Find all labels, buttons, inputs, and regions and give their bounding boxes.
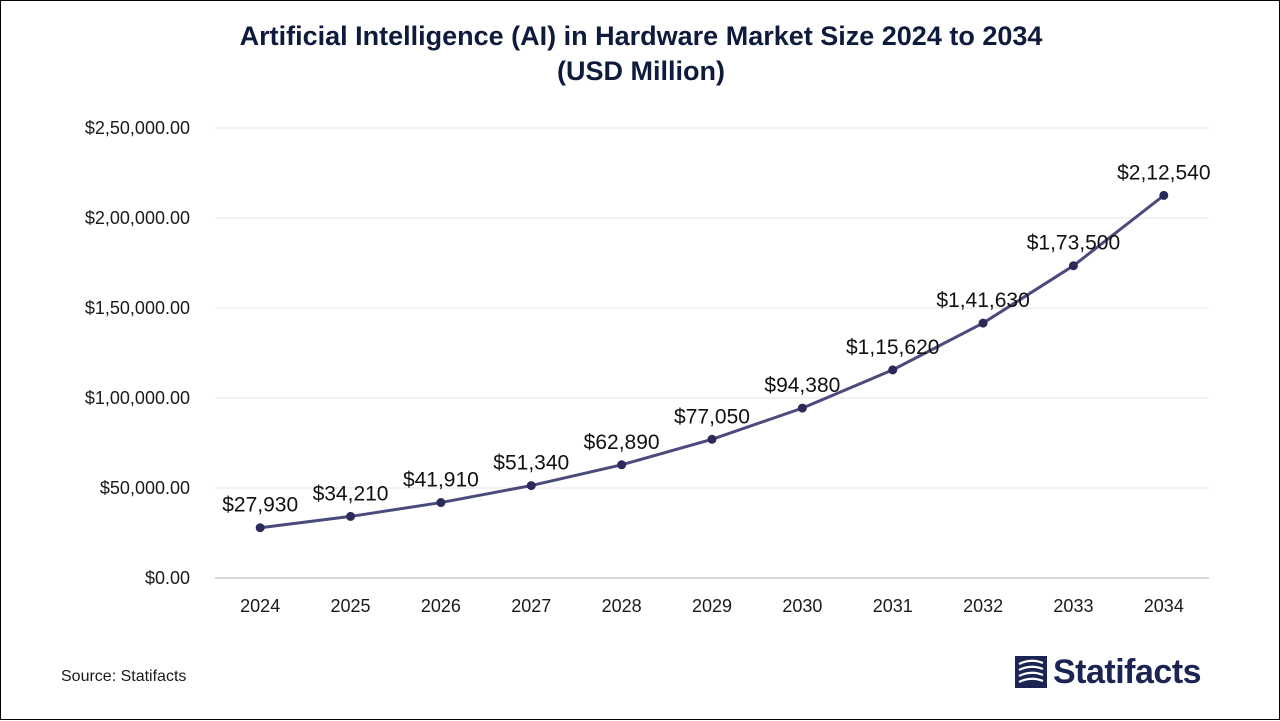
y-tick-label: $1,50,000.00 [85, 298, 190, 318]
data-label: $1,41,630 [936, 289, 1029, 312]
data-point [436, 498, 446, 508]
y-tick-label: $2,50,000.00 [85, 118, 190, 138]
statifacts-logo-icon [1015, 656, 1047, 688]
x-tick-label: 2031 [873, 596, 913, 616]
y-tick-label: $2,00,000.00 [85, 208, 190, 228]
y-tick-label: $50,000.00 [100, 478, 190, 498]
data-label: $2,12,540 [1117, 161, 1210, 184]
data-point [707, 434, 717, 444]
data-label: $62,890 [584, 431, 660, 454]
data-point [978, 318, 988, 328]
x-tick-label: 2032 [963, 596, 1003, 616]
data-label: $34,210 [313, 482, 389, 505]
x-tick-label: 2024 [240, 596, 280, 616]
data-point [1068, 261, 1078, 271]
data-label: $27,930 [222, 494, 298, 517]
data-point [1159, 190, 1169, 200]
y-tick-label: $1,00,000.00 [85, 388, 190, 408]
data-point [617, 460, 627, 470]
statifacts-logo: Statifacts [1013, 652, 1202, 692]
x-tick-label: 2027 [511, 596, 551, 616]
data-label: $94,380 [764, 374, 840, 397]
data-label: $1,15,620 [846, 336, 939, 359]
chart-title-line1: Artificial Intelligence (AI) in Hardware… [239, 21, 1043, 51]
y-tick-label: $0.00 [145, 568, 190, 588]
chart-title: Artificial Intelligence (AI) in Hardware… [1, 19, 1280, 89]
x-tick-label: 2030 [782, 596, 822, 616]
logo-text: Statifacts [1053, 652, 1202, 691]
data-label: $77,050 [674, 405, 750, 428]
chart-title-line2: (USD Million) [557, 56, 725, 86]
x-tick-label: 2034 [1144, 596, 1184, 616]
data-point [255, 523, 265, 533]
x-tick-label: 2026 [421, 596, 461, 616]
data-point [526, 481, 536, 491]
data-point [888, 365, 898, 375]
data-point [346, 511, 356, 521]
data-label: $41,910 [403, 469, 479, 492]
x-tick-label: 2029 [692, 596, 732, 616]
x-tick-label: 2025 [331, 596, 371, 616]
data-label: $51,340 [493, 452, 569, 475]
x-tick-label: 2033 [1053, 596, 1093, 616]
x-tick-label: 2028 [602, 596, 642, 616]
data-point [797, 403, 807, 413]
data-label: $1,73,500 [1027, 232, 1120, 255]
source-note: Source: Statifacts [61, 668, 187, 685]
